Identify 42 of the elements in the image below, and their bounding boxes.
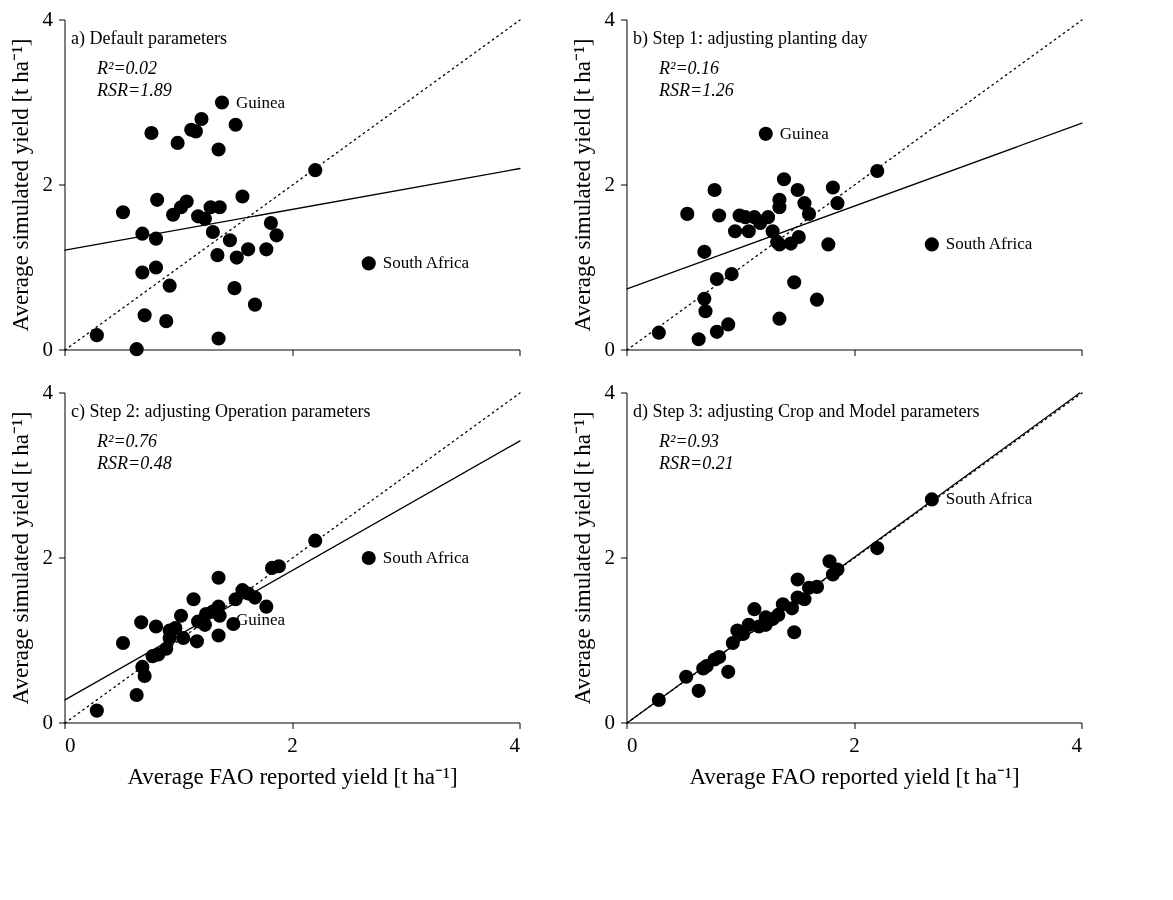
x-tick-label: 4 [509,733,521,757]
annotation: RSR=1.89 [96,80,172,100]
annotation: RSR=0.48 [96,453,172,473]
x-axis-title: Average FAO reported yield [t ha⁻¹] [689,764,1020,789]
annotation: R²=0.16 [658,58,720,78]
annotation: RSR=1.26 [658,80,734,100]
y-axis-title: Average simulated yield [t ha⁻¹] [7,411,33,705]
annotation: Guinea [235,92,286,112]
y-tick-label: 2 [42,172,53,196]
chart-title: c) Step 2: adjusting Operation parameters [71,401,371,422]
y-tick-label: 4 [42,7,54,31]
y-tick-label: 2 [604,172,615,196]
chart-title: d) Step 3: adjusting Crop and Model parameters [633,401,980,422]
y-tick-label: 4 [42,380,54,404]
x-tick-label: 2 [287,733,298,757]
y-axis-title: Average simulated yield [t ha⁻¹] [569,38,595,332]
annotation: South Africa [945,489,1033,509]
annotation: R²=0.76 [96,431,158,451]
annotation: Guinea [779,123,830,143]
y-tick-label: 2 [604,545,615,569]
chart-title: a) Default parameters [71,28,227,49]
y-tick-label: 0 [604,337,615,361]
x-tick-label: 0 [627,733,638,757]
chart-title: b) Step 1: adjusting planting day [633,28,868,49]
y-tick-label: 4 [604,380,616,404]
x-axis-title: Average FAO reported yield [t ha⁻¹] [127,764,458,789]
y-tick-label: 4 [604,7,616,31]
y-tick-label: 2 [42,545,53,569]
y-tick-label: 0 [604,710,615,734]
y-tick-label: 0 [42,710,53,734]
annotation: R²=0.93 [658,431,720,451]
x-tick-label: 0 [65,733,76,757]
annotation: South Africa [382,253,470,273]
annotation: South Africa [382,548,470,567]
x-tick-label: 2 [849,733,860,757]
y-axis-title: Average simulated yield [t ha⁻¹] [569,411,595,705]
annotation: RSR=0.21 [658,453,734,473]
x-tick-label: 4 [1071,733,1083,757]
y-axis-title: Average simulated yield [t ha⁻¹] [7,38,33,332]
annotation: South Africa [945,234,1033,254]
y-tick-label: 0 [42,337,53,361]
annotation: R²=0.02 [96,58,158,78]
